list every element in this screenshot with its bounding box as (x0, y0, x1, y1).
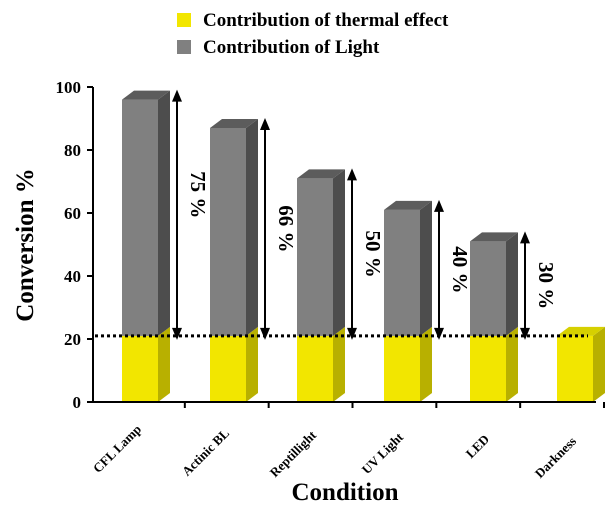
bar-thermal-5-side (593, 326, 605, 402)
legend-swatch-0 (177, 13, 191, 27)
arrow-head-bottom-0 (172, 327, 182, 340)
x-tick-label-0: CFL Lamp (90, 422, 144, 476)
legend-label-1: Contribution of Light (203, 37, 380, 58)
bar-thermal-2 (297, 335, 333, 402)
bar-light-4-side (506, 232, 518, 336)
bar-light-3-side (420, 200, 432, 336)
arrow-head-top-4 (520, 231, 530, 244)
bar-light-2-side (333, 169, 345, 336)
legend-label-0: Contribution of thermal effect (203, 10, 449, 31)
bar-light-3-top (384, 200, 432, 210)
y-tick-label-4: 80 (64, 141, 81, 160)
bar-thermal-1-side (246, 326, 258, 402)
bar-light-4 (470, 241, 506, 336)
arrow-head-top-0 (172, 89, 182, 102)
bar-light-0-top (122, 90, 170, 100)
bar-light-1-side (246, 118, 258, 336)
bar-light-0 (122, 99, 158, 336)
bar-thermal-0-side (158, 326, 170, 402)
bar-light-1 (210, 127, 246, 336)
y-tick-label-3: 60 (64, 204, 81, 223)
y-tick-label-0: 0 (73, 393, 82, 412)
annotations: 75 % 66 % 50 % 40 % 30 % (95, 89, 588, 340)
y-tick-label-2: 40 (64, 267, 81, 286)
legend: Contribution of thermal effect Contributi… (177, 10, 449, 58)
arrow-head-bottom-2 (347, 327, 357, 340)
bar-thermal-4-side (506, 326, 518, 402)
y-axis-title: Conversion % (12, 168, 39, 321)
pct-label-3: 40 % (448, 246, 472, 293)
bar-light-0-side (158, 90, 170, 336)
bar-light-3 (384, 209, 420, 336)
pct-label-4: 30 % (534, 262, 558, 309)
bar-thermal-3 (384, 335, 420, 402)
bar-thermal-2-side (333, 326, 345, 402)
x-axis-title: Condition (292, 479, 399, 506)
pct-label-2: 50 % (361, 230, 385, 277)
arrow-head-top-3 (434, 199, 444, 212)
y-tick-label-5: 100 (56, 78, 82, 97)
bars (122, 90, 605, 402)
x-tick-label-5: Darkness (532, 434, 579, 481)
arrow-head-top-1 (260, 117, 270, 130)
bar-thermal-1 (210, 335, 246, 402)
pct-label-0: 75 % (186, 171, 210, 218)
bar-thermal-3-side (420, 326, 432, 402)
bar-thermal-0 (122, 335, 158, 402)
bar-light-1-top (210, 118, 258, 128)
bar-thermal-5 (557, 335, 593, 402)
arrow-head-bottom-3 (434, 327, 444, 340)
bar-light-4-top (470, 232, 518, 242)
x-tick-label-4: LED (463, 432, 493, 462)
arrow-head-bottom-1 (260, 327, 270, 340)
bar-light-2-top (297, 169, 345, 179)
legend-swatch-1 (177, 40, 191, 54)
x-tick-label-3: UV Light (359, 429, 407, 477)
y-tick-label-1: 20 (64, 330, 81, 349)
bar-light-2 (297, 178, 333, 336)
bar-thermal-5-top (557, 326, 605, 336)
bar-thermal-4 (470, 335, 506, 402)
x-tick-label-1: Actinic BL (179, 425, 232, 478)
arrow-head-top-2 (347, 168, 357, 181)
x-tick-label-2: Reptillight (267, 427, 320, 480)
pct-label-1: 66 % (274, 205, 298, 252)
arrow-head-bottom-4 (520, 327, 530, 340)
